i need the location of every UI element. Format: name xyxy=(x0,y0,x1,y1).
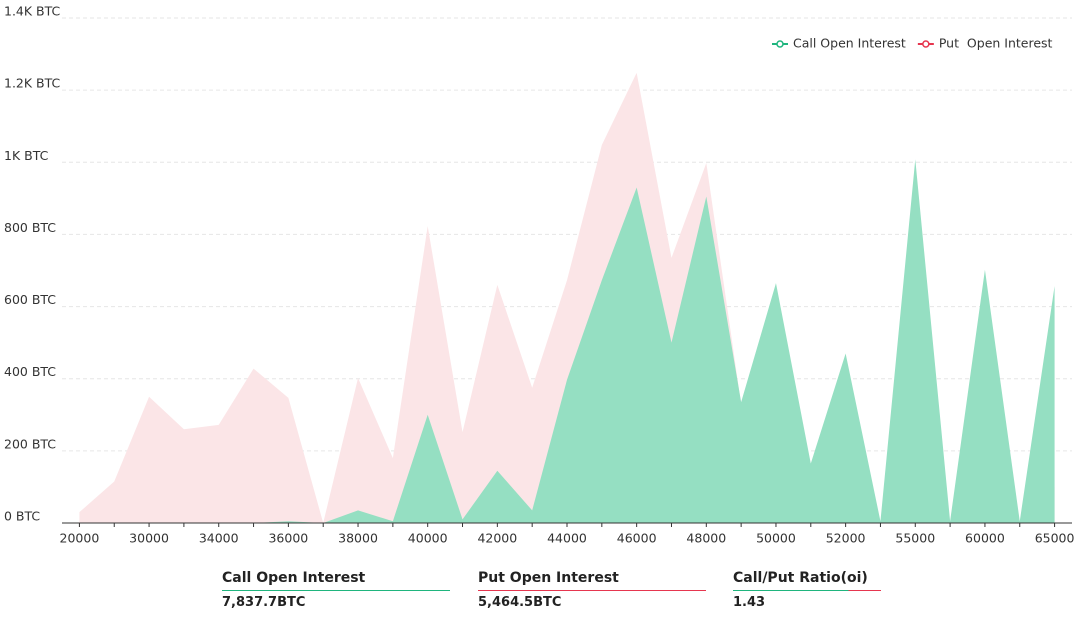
stat: Put Open Interest 5,464.5BTC xyxy=(478,570,706,610)
legend-label: Put Open Interest xyxy=(939,36,1053,51)
stat: Call/Put Ratio(oi) 1.43 xyxy=(733,570,881,610)
y-tick-label: 200 BTC xyxy=(4,436,56,451)
x-tick-label: 40000 xyxy=(408,531,448,546)
y-tick-label: 400 BTC xyxy=(4,364,56,379)
stat-value: 7,837.7BTC xyxy=(222,595,306,610)
x-tick-label: 46000 xyxy=(617,531,657,546)
y-tick-label: 0 BTC xyxy=(4,509,40,524)
y-tick-label: 600 BTC xyxy=(4,292,56,307)
x-tick-label: 30000 xyxy=(129,531,169,546)
x-tick-label: 52000 xyxy=(826,531,866,546)
stat-value: 5,464.5BTC xyxy=(478,595,562,610)
stat-underline xyxy=(478,590,706,591)
y-tick-label: 800 BTC xyxy=(4,220,56,235)
stat-label: Put Open Interest xyxy=(478,570,619,586)
x-tick-label: 50000 xyxy=(756,531,796,546)
x-tick-label: 48000 xyxy=(686,531,726,546)
legend-marker xyxy=(922,40,930,48)
stat-underline xyxy=(222,590,450,591)
x-tick-label: 36000 xyxy=(268,531,308,546)
x-tick-label: 55000 xyxy=(895,531,935,546)
stat: Call Open Interest 7,837.7BTC xyxy=(222,570,450,610)
stat-underline xyxy=(733,590,881,591)
stat-label: Call/Put Ratio(oi) xyxy=(733,570,868,586)
x-tick-label: 65000 xyxy=(1035,531,1075,546)
legend-label: Call Open Interest xyxy=(793,36,906,51)
stat-value: 1.43 xyxy=(733,595,766,610)
x-tick-label: 44000 xyxy=(547,531,587,546)
y-tick-label: 1.2K BTC xyxy=(4,76,61,91)
y-tick-label: 1.4K BTC xyxy=(4,4,61,19)
x-tick-label: 34000 xyxy=(199,531,239,546)
x-tick-label: 60000 xyxy=(965,531,1005,546)
stat-label: Call Open Interest xyxy=(222,570,366,586)
area xyxy=(79,72,1055,523)
x-tick-label: 42000 xyxy=(477,531,517,546)
area xyxy=(79,159,1055,523)
x-tick-label: 20000 xyxy=(60,531,100,546)
x-tick-label: 38000 xyxy=(338,531,378,546)
y-tick-label: 1K BTC xyxy=(4,148,49,163)
chart: 0 BTC 200 BTC 400 BTC 600 BTC 800 BTC 1K BTC 1… xyxy=(4,4,1075,546)
legend-marker xyxy=(776,40,784,48)
